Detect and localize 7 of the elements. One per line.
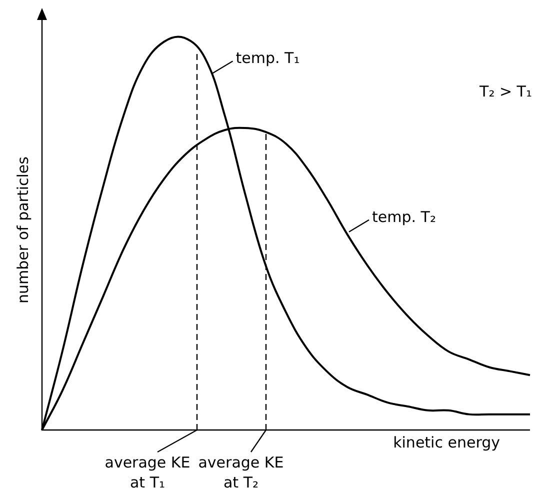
annotation: T₂ > T₁ [478,82,532,100]
legend-label: temp. T₂ [372,208,436,226]
x-axis-title: kinetic energy [393,433,500,452]
legend-label: temp. T₁ [236,48,300,67]
text: average KE at T₂ [198,453,284,492]
text: average KE at T₁ [104,453,190,492]
y-axis-title: number of particles [14,156,32,304]
